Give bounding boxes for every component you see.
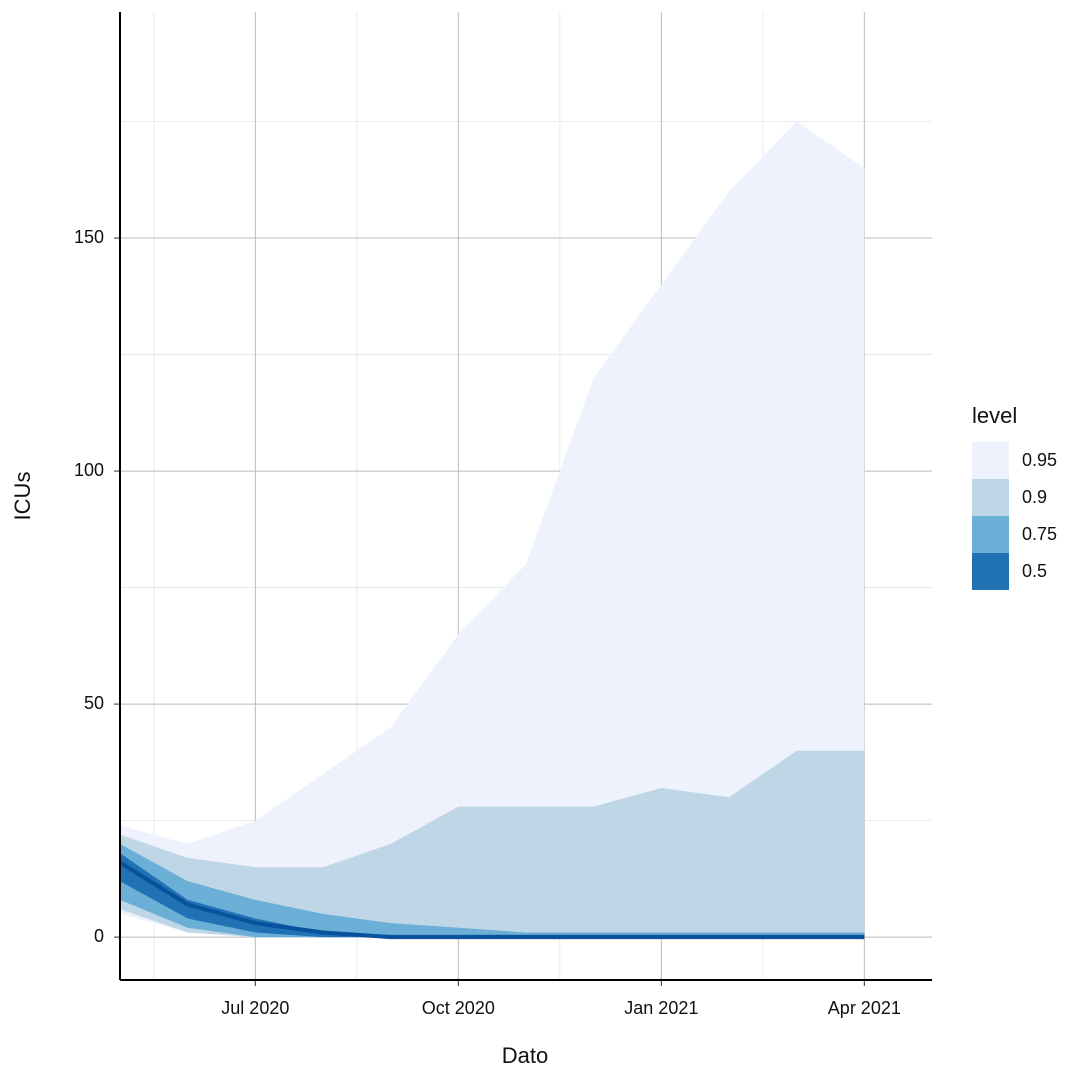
x-tick-label: Jan 2021	[624, 998, 698, 1018]
legend-label: 0.95	[1022, 450, 1057, 470]
legend-title: level	[972, 403, 1017, 428]
y-tick-label: 0	[94, 926, 104, 946]
band	[120, 121, 865, 938]
y-tick-label: 100	[74, 460, 104, 480]
band	[120, 843, 865, 938]
y-tick-label: 150	[74, 227, 104, 247]
x-axis-label: Dato	[502, 1043, 548, 1068]
legend-label: 0.75	[1022, 524, 1057, 544]
legend-key	[972, 479, 1009, 516]
x-tick-label: Oct 2020	[422, 998, 495, 1018]
median-line	[118, 860, 865, 940]
x-tick-label: Apr 2021	[828, 998, 901, 1018]
legend-key	[972, 516, 1009, 553]
band	[120, 750, 865, 938]
x-tick-label: Jul 2020	[221, 998, 289, 1018]
legend-label: 0.5	[1022, 561, 1047, 581]
y-axis-label: ICUs	[10, 472, 35, 521]
legend-label: 0.9	[1022, 487, 1047, 507]
y-tick-label: 50	[84, 693, 104, 713]
legend-key	[972, 553, 1009, 590]
legend-key	[972, 442, 1009, 479]
